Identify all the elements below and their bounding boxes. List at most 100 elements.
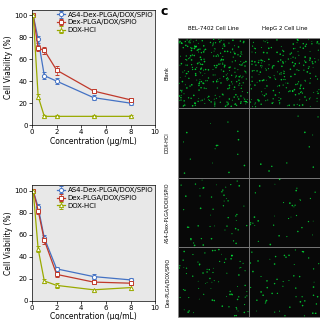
Point	[230, 81, 235, 86]
Point	[244, 76, 249, 82]
Point	[179, 89, 184, 94]
Point	[209, 236, 214, 241]
Point	[244, 70, 249, 76]
Point	[248, 222, 253, 227]
Point	[216, 279, 221, 284]
Point	[194, 77, 199, 83]
Point	[242, 163, 247, 168]
Point	[238, 38, 243, 44]
Point	[221, 38, 227, 43]
Point	[302, 58, 307, 63]
Point	[253, 100, 258, 106]
Point	[291, 273, 296, 278]
Point	[188, 40, 193, 45]
Point	[298, 198, 303, 203]
Point	[192, 243, 197, 248]
Point	[283, 80, 288, 85]
Point	[210, 248, 215, 253]
Point	[177, 63, 182, 68]
Point	[244, 223, 249, 228]
Point	[188, 55, 193, 60]
Point	[186, 56, 191, 61]
Point	[177, 40, 182, 45]
Point	[184, 130, 189, 135]
Point	[264, 92, 269, 97]
Point	[189, 82, 194, 87]
Point	[295, 38, 300, 43]
Point	[308, 71, 313, 76]
Point	[211, 37, 216, 42]
Point	[301, 46, 306, 51]
Point	[210, 160, 215, 165]
Point	[263, 39, 268, 44]
Point	[195, 48, 200, 53]
Text: BEL-7402 Cell Line: BEL-7402 Cell Line	[188, 26, 239, 31]
Point	[311, 280, 316, 285]
Point	[207, 98, 212, 103]
Point	[258, 69, 263, 75]
Point	[271, 96, 276, 101]
Point	[300, 91, 305, 96]
Point	[272, 73, 277, 78]
Point	[234, 212, 239, 217]
Point	[220, 304, 225, 309]
Point	[303, 54, 308, 60]
Point	[193, 101, 198, 106]
Point	[207, 276, 212, 281]
Point	[217, 259, 222, 264]
Point	[294, 213, 299, 218]
Point	[298, 86, 303, 91]
Point	[232, 66, 237, 71]
Point	[277, 90, 282, 95]
Point	[304, 98, 309, 103]
Point	[295, 229, 300, 234]
Point	[240, 89, 245, 94]
Point	[221, 198, 227, 204]
Point	[307, 58, 312, 63]
Point	[214, 96, 219, 101]
Point	[307, 64, 312, 69]
Point	[209, 50, 214, 55]
Point	[282, 69, 287, 74]
Point	[194, 38, 199, 43]
Point	[232, 70, 237, 75]
Point	[269, 291, 275, 296]
Point	[222, 63, 227, 68]
Point	[182, 103, 188, 108]
Point	[300, 102, 305, 108]
Point	[311, 266, 316, 271]
Point	[296, 114, 301, 119]
Point	[179, 88, 184, 93]
Point	[232, 313, 237, 318]
Point	[195, 61, 200, 66]
Bar	[178, 178, 249, 247]
Point	[230, 98, 235, 103]
Point	[196, 260, 201, 265]
Point	[197, 262, 202, 267]
Point	[228, 65, 233, 70]
Point	[219, 38, 224, 43]
Text: c: c	[160, 5, 167, 18]
Point	[237, 74, 242, 79]
Point	[311, 219, 316, 224]
Point	[284, 255, 289, 260]
Point	[283, 59, 288, 64]
Point	[199, 79, 204, 84]
Point	[296, 79, 301, 84]
Point	[204, 86, 209, 91]
Point	[240, 62, 245, 68]
Point	[220, 92, 225, 97]
Point	[251, 40, 256, 45]
Point	[238, 93, 244, 99]
Point	[307, 96, 312, 101]
Point	[226, 304, 231, 309]
Bar	[249, 108, 320, 178]
Point	[243, 283, 248, 288]
Point	[184, 271, 189, 276]
Point	[307, 144, 312, 149]
Point	[220, 188, 225, 193]
Point	[186, 76, 191, 81]
Point	[228, 292, 233, 297]
Point	[264, 38, 269, 43]
Point	[260, 92, 265, 97]
